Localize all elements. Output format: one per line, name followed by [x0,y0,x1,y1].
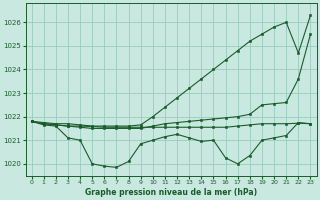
X-axis label: Graphe pression niveau de la mer (hPa): Graphe pression niveau de la mer (hPa) [85,188,257,197]
